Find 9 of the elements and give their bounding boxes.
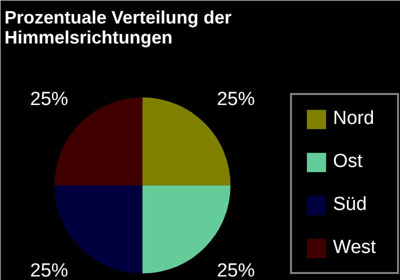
legend-label: Ost [333, 151, 364, 173]
data-label: 25% [216, 260, 255, 280]
chart-title: Prozentuale Verteilung der Himmelsrichtungen [4, 8, 232, 48]
data-label: 25% [30, 89, 68, 110]
data-label: 25% [30, 260, 68, 280]
legend-label: Süd [333, 194, 368, 216]
data-label: 25% [216, 89, 255, 110]
legend-label: Nord [333, 108, 376, 130]
legend-label: West [333, 237, 377, 259]
